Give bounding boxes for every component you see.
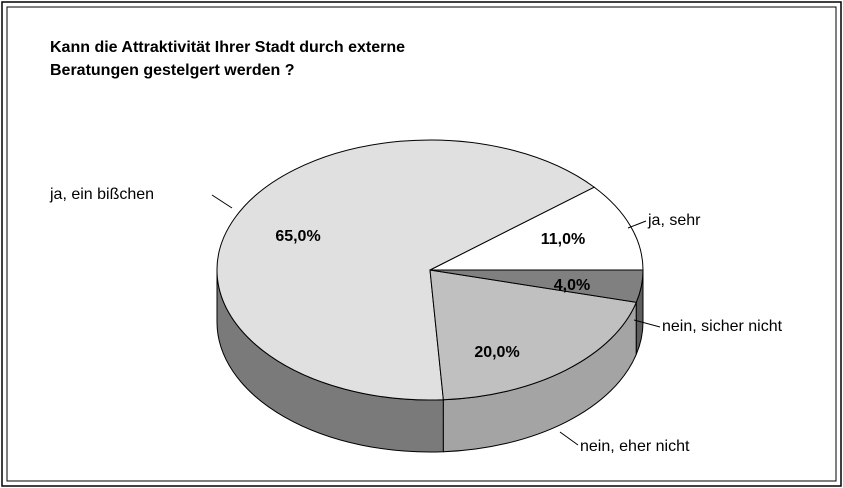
pie-slice <box>216 139 596 401</box>
pie-slice <box>429 269 644 303</box>
leader-line <box>633 319 661 328</box>
category-label: nein, sicher nicht <box>662 318 783 335</box>
category-label: ja, ein bißchen <box>49 186 154 203</box>
value-label: 20,0% <box>474 344 519 361</box>
pie-slice <box>429 186 644 271</box>
category-label: nein, eher nicht <box>580 438 690 455</box>
leader-line <box>211 194 233 209</box>
value-label: 65,0% <box>275 228 320 245</box>
leader-line <box>627 220 647 229</box>
chart-title: Kann die Attraktivität Ihrer Stadt durch… <box>50 39 406 79</box>
value-label: 11,0% <box>541 231 585 248</box>
pie-slice <box>429 269 638 401</box>
inner-frame <box>6 6 837 482</box>
category-label: ja, sehr <box>647 212 701 229</box>
value-label: 4,0% <box>554 277 590 294</box>
leader-line <box>559 431 579 446</box>
